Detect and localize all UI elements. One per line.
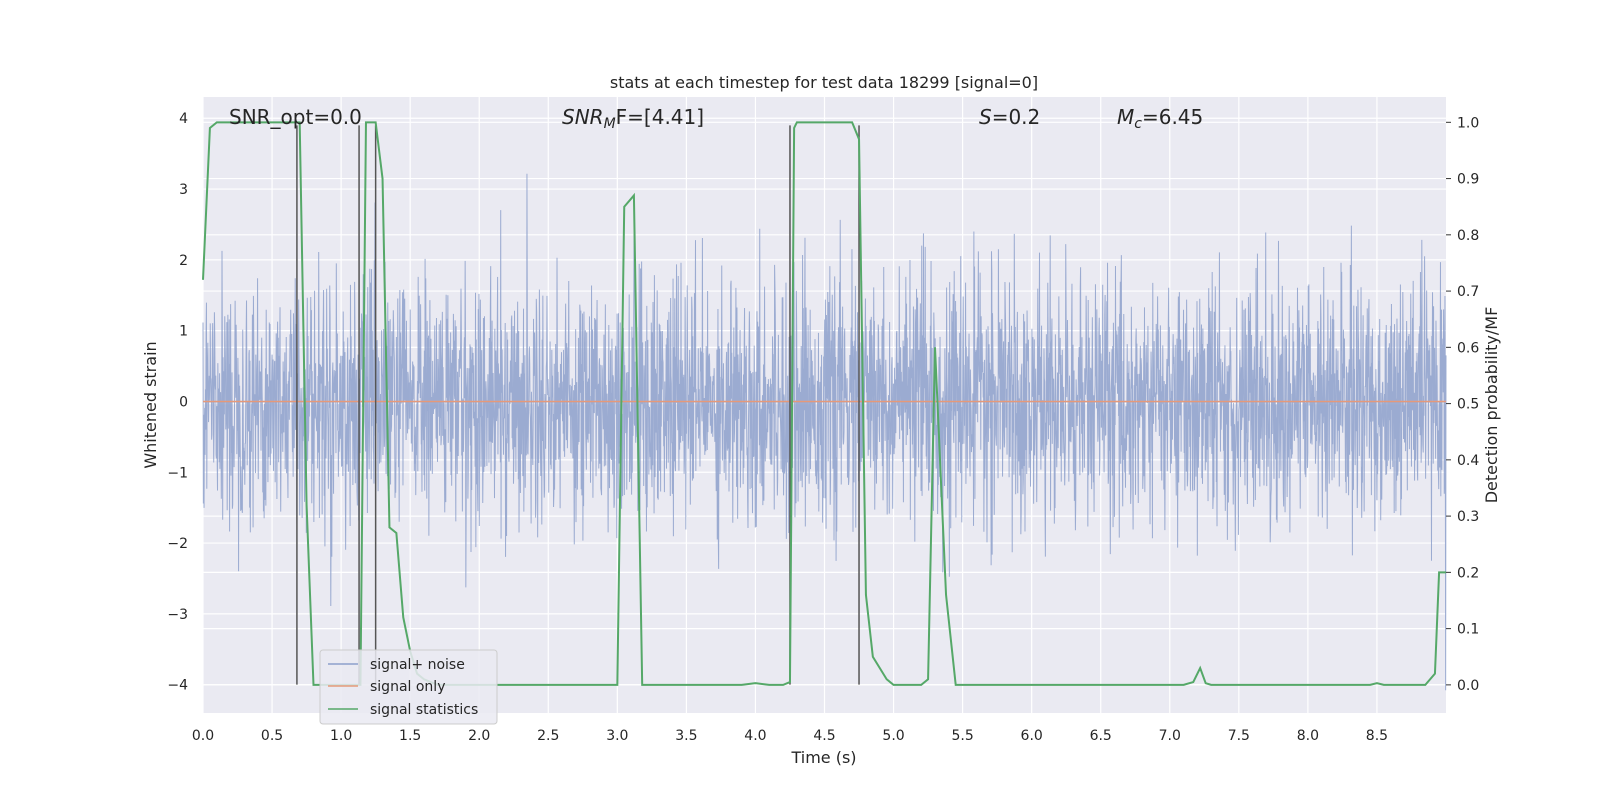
y2-tick-label: 0.8 [1457,228,1479,244]
y2-axis-ticks: 1.0 0.9 0.8 0.7 0.6 0.5 0.4 0.3 0.2 0.1 0.0 [1446,115,1479,694]
x-tick-label: 3.0 [606,728,628,744]
annotation-snr-opt: SNR_opt=0.0 [229,105,362,129]
x-tick-label: 8.5 [1366,728,1388,744]
legend: signal+ noise signal only signal statist… [319,649,498,725]
signal-noise-line [202,173,1447,691]
legend-label-signal-statistics: signal statistics [370,702,478,718]
annotation-mc: Mc=6.45 [1117,105,1203,132]
y-tick-label: 4 [179,111,188,127]
y-tick-label: 2 [179,253,188,269]
y2-tick-label: 0.1 [1457,622,1479,638]
y-axis-label: Whitened strain [141,341,160,468]
y-axis-ticks: 4 3 2 1 0 −1 −2 −3 −4 [167,111,188,693]
annotation-snr-mf: SNRMF=[4.41] [562,105,704,132]
x-tick-label: 6.5 [1090,728,1112,744]
x-tick-label: 8.0 [1297,728,1319,744]
x-tick-label: 2.5 [537,728,559,744]
y2-tick-label: 1.0 [1457,115,1479,131]
x-tick-label: 3.5 [675,728,697,744]
y2-tick-label: 0.6 [1457,340,1479,356]
x-tick-label: 0.0 [192,728,214,744]
x-tick-label: 7.5 [1228,728,1250,744]
x-tick-label: 5.5 [951,728,973,744]
chart-title: stats at each timestep for test data 182… [610,73,1038,92]
annotation-s: S=0.2 [979,105,1040,129]
y-tick-label: 1 [179,324,188,340]
y2-axis-label: Detection probability/MF [1482,307,1501,504]
x-tick-label: 1.0 [330,728,352,744]
y2-tick-label: 0.3 [1457,509,1479,525]
x-tick-label: 1.5 [399,728,421,744]
y2-tick-label: 0.9 [1457,172,1479,188]
x-axis-ticks: 0.0 0.5 1.0 1.5 2.0 2.5 3.0 3.5 4.0 4.5 5.0 5.5 6.0 6… [192,728,1388,744]
y-tick-label: −1 [167,465,188,481]
x-tick-label: 7.0 [1159,728,1181,744]
y2-tick-label: 0.4 [1457,453,1479,469]
y2-tick-label: 0.7 [1457,284,1479,300]
y-tick-label: −2 [167,536,188,552]
legend-label-signal-noise: signal+ noise [370,657,465,673]
series-signal-noise [202,173,1447,691]
x-tick-label: 5.0 [882,728,904,744]
y2-tick-label: 0.2 [1457,565,1479,581]
x-tick-label: 4.5 [813,728,835,744]
y-tick-label: 3 [179,182,188,198]
x-tick-label: 4.0 [744,728,766,744]
x-tick-label: 6.0 [1021,728,1043,744]
vertical-markers [296,125,860,685]
y-tick-label: −3 [167,607,188,623]
y2-tick-label: 0.5 [1457,397,1479,413]
y2-tick-label: 0.0 [1457,678,1479,694]
x-tick-label: 0.5 [261,728,283,744]
legend-box [319,649,498,725]
x-tick-label: 2.0 [468,728,490,744]
legend-label-signal-only: signal only [370,679,445,695]
x-axis-label: Time (s) [790,748,856,767]
y-tick-label: 0 [179,394,188,410]
y-tick-label: −4 [167,678,188,694]
